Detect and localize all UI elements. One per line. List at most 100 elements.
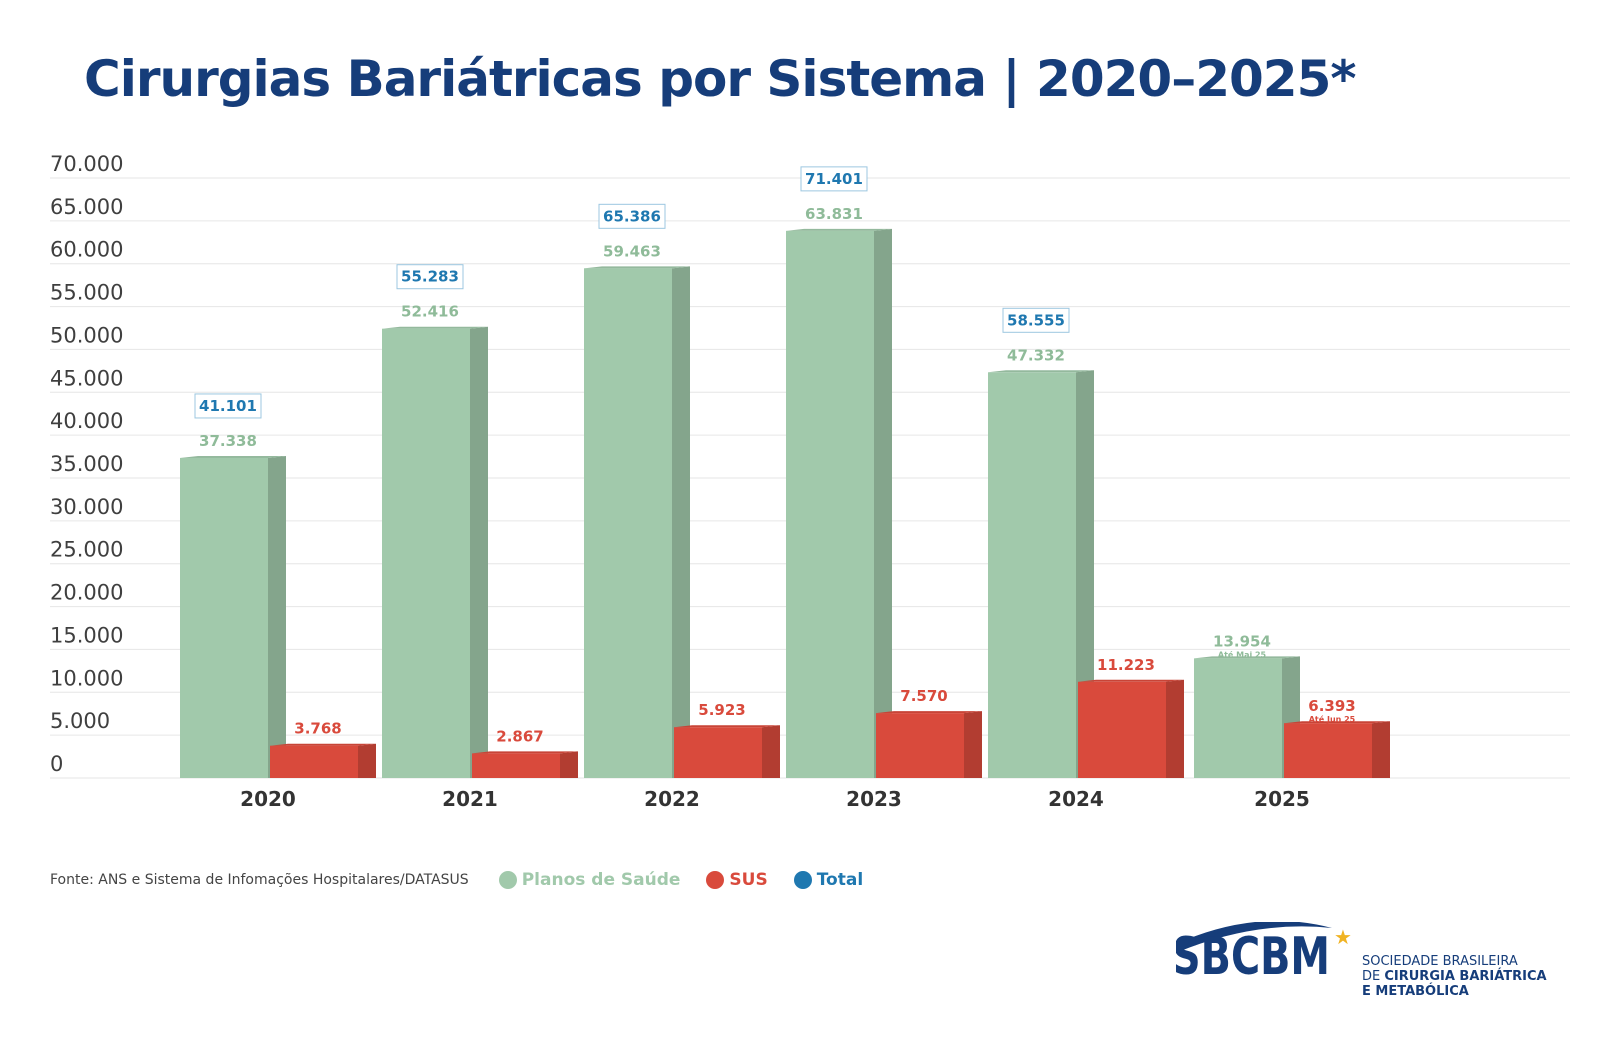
y-tick-label: 30.000 (50, 495, 123, 519)
data-label-sus: 6.393 (1308, 697, 1355, 715)
bar-planos-side (672, 266, 690, 778)
bar-planos (988, 372, 1076, 778)
data-label-planos: 59.463 (603, 242, 661, 260)
bar-planos-side (874, 228, 892, 778)
data-label-planos: 63.831 (805, 205, 863, 223)
bar-sus-top (876, 711, 982, 714)
bar-sus (1284, 723, 1372, 778)
bar-planos-top (786, 228, 892, 231)
legend-label-sus: SUS (729, 870, 768, 890)
bar-sus-top (674, 725, 780, 728)
bar-planos-top (1194, 656, 1300, 659)
x-tick-label: 2022 (644, 787, 700, 811)
x-tick-label: 2021 (442, 787, 498, 811)
data-label-total: 58.555 (1007, 311, 1065, 329)
legend-dot-sus (706, 871, 725, 889)
bar-sus-side (1372, 721, 1390, 778)
y-tick-label: 25.000 (50, 538, 123, 562)
legend-label-planos: Planos de Saúde (521, 870, 681, 890)
bar-sus (1078, 681, 1166, 778)
logo-star-icon: ★ (1334, 925, 1352, 949)
total-box (1002, 307, 1070, 333)
bar-sus-top (1078, 679, 1184, 682)
sbcbm-logo: ★ SBCBM SOCIEDADE BRASILEIRA DE CIRURGIA… (1176, 922, 1556, 1012)
bar-planos (180, 457, 268, 778)
logo-line-2: DE CIRURGIA BARIÁTRICA (1362, 969, 1547, 984)
bar-sus-top (1284, 721, 1390, 724)
logo-acronym: SBCBM (1176, 927, 1330, 987)
y-tick-label: 70.000 (50, 152, 123, 176)
data-label-planos: 52.416 (401, 303, 459, 321)
y-tick-label: 0 (50, 752, 63, 776)
y-tick-label: 55.000 (50, 281, 123, 305)
data-label-planos: 13.954 (1213, 632, 1271, 650)
data-label-planos: 47.332 (1007, 346, 1065, 364)
legend-dot-planos (498, 871, 517, 889)
legend-item-planos: Planos de Saúde (498, 870, 681, 890)
y-tick-label: 35.000 (50, 452, 123, 476)
value-labels: 37.338 3.768 41.101 52.416 2.867 55.283 59.463… (194, 166, 1356, 745)
bars (180, 228, 1390, 778)
data-label-sus: 3.768 (294, 720, 341, 738)
data-label-planos: 37.338 (199, 432, 257, 450)
data-label-sus: 11.223 (1097, 656, 1155, 674)
y-tick-label: 5.000 (50, 709, 110, 733)
logo-line-3-bold: E METABÓLICA (1362, 984, 1469, 999)
total-box (598, 203, 666, 229)
bar-sus-side (1166, 679, 1184, 778)
bar-sus (674, 727, 762, 778)
logo-swoosh (1176, 922, 1332, 952)
note-sus-2025: Até Jun 25 (1309, 714, 1356, 724)
bar-sus-top (270, 743, 376, 746)
bar-sus-top (472, 751, 578, 754)
y-axis: 0 5.000 10.000 15.000 20.000 25.000 30.000 35.0… (50, 152, 123, 776)
y-tick-label: 15.000 (50, 623, 123, 647)
bar-planos-top (584, 266, 690, 269)
y-tick-label: 45.000 (50, 366, 123, 390)
x-tick-label: 2024 (1048, 787, 1104, 811)
bar-sus-side (358, 743, 376, 778)
bar-planos (1194, 658, 1282, 778)
logo-line-2-bold: CIRURGIA BARIÁTRICA (1384, 969, 1547, 984)
bar-sus (472, 753, 560, 778)
legend: Fonte: ANS e Sistema de Infomações Hospi… (50, 870, 889, 890)
bar-sus-side (762, 725, 780, 778)
logo-text: SOCIEDADE BRASILEIRA DE CIRURGIA BARIÁTR… (1362, 954, 1547, 999)
x-tick-label: 2020 (240, 787, 296, 811)
bar-sus-side (964, 711, 982, 778)
bar-chart: 0 5.000 10.000 15.000 20.000 25.000 30.000 35.0… (50, 152, 1570, 811)
y-tick-label: 40.000 (50, 409, 123, 433)
data-label-total: 55.283 (401, 268, 459, 286)
logo-mark: ★ SBCBM (1176, 922, 1352, 987)
bar-planos-side (268, 455, 286, 778)
y-tick-label: 20.000 (50, 581, 123, 605)
data-label-sus: 5.923 (698, 701, 745, 719)
bar-sus-side (560, 751, 578, 778)
bar-planos (584, 268, 672, 778)
bar-sus (270, 745, 358, 778)
total-box (800, 166, 868, 192)
source-note: Fonte: ANS e Sistema de Infomações Hospi… (50, 872, 469, 888)
chart-title: Cirurgias Bariátricas por Sistema | 2020… (84, 50, 1357, 108)
legend-dot-total (793, 871, 812, 889)
legend-item-total: Total (793, 870, 864, 890)
data-label-total: 41.101 (199, 397, 257, 415)
data-label-sus: 7.570 (900, 687, 947, 705)
bar-planos (382, 328, 470, 778)
bar-planos-side (470, 326, 488, 778)
x-tick-label: 2025 (1254, 787, 1310, 811)
y-tick-label: 50.000 (50, 323, 123, 347)
logo-line-1: SOCIEDADE BRASILEIRA (1362, 954, 1518, 969)
logo-line-2-prefix: DE (1362, 969, 1385, 984)
y-tick-label: 65.000 (50, 195, 123, 219)
legend-label-total: Total (816, 870, 864, 890)
data-label-total: 71.401 (805, 170, 863, 188)
total-box (194, 393, 262, 419)
y-tick-label: 10.000 (50, 666, 123, 690)
note-planos-2025: Até Mai 25 (1218, 649, 1267, 659)
bar-sus (876, 713, 964, 778)
bar-planos (786, 230, 874, 778)
data-label-total: 65.386 (603, 207, 661, 225)
y-tick-label: 60.000 (50, 238, 123, 262)
